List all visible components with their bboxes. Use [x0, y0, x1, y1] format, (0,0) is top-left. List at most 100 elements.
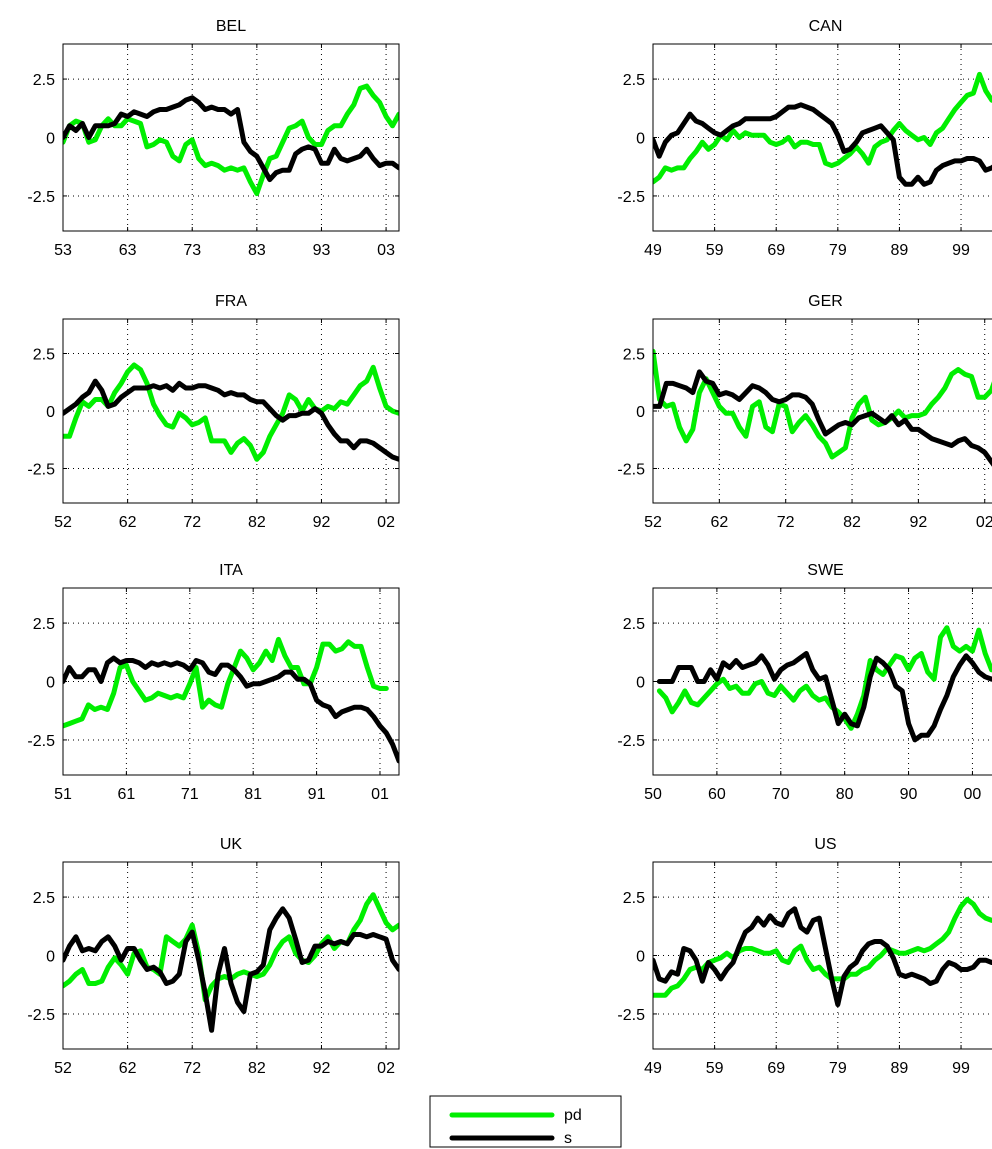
- x-tick-label-ita: 91: [308, 786, 326, 803]
- y-tick-label-us: 2.5: [623, 890, 645, 907]
- panel-can: CAN 49 59 69 79 89 99 2.5 0 -2.5: [617, 18, 992, 259]
- x-tick-label-fra: 72: [183, 514, 201, 531]
- panel-title-uk: UK: [220, 836, 243, 853]
- x-tick-label-bel: 73: [183, 242, 201, 259]
- y-tick-label-can: 2.5: [623, 72, 645, 89]
- panel-title-ita: ITA: [219, 562, 243, 579]
- panel-fra: FRA 52 62 72 82 92 02 2.5 0 -2.5: [27, 293, 400, 531]
- x-tick-label-us: 99: [952, 1060, 970, 1077]
- y-tick-label-can: -2.5: [617, 189, 645, 206]
- x-tick-label-swe: 80: [836, 786, 854, 803]
- x-tick-label-bel: 03: [377, 242, 395, 259]
- panel-uk: UK 52 62 72 82 92 02 2.5 0 -2.5: [27, 836, 400, 1077]
- x-tick-label-ita: 61: [117, 786, 135, 803]
- y-tick-label-fra: -2.5: [27, 462, 55, 479]
- x-tick-label-bel: 53: [54, 242, 72, 259]
- x-tick-label-us: 59: [706, 1060, 724, 1077]
- x-tick-label-uk: 82: [248, 1060, 266, 1077]
- y-tick-label-bel: -2.5: [27, 189, 55, 206]
- x-tick-label-ger: 02: [976, 514, 992, 531]
- series-line-pd-can: [653, 71, 992, 185]
- panel-swe: SWE 50 60 70 80 90 00 2.5 0 -2.5: [617, 562, 992, 803]
- series-line-s-fra: [63, 378, 399, 462]
- x-tick-label-fra: 92: [313, 514, 331, 531]
- x-tick-label-uk: 62: [119, 1060, 137, 1077]
- x-tick-label-bel: 83: [248, 242, 266, 259]
- series-line-pd-swe: [656, 625, 992, 731]
- y-tick-label-ita: 2.5: [33, 616, 55, 633]
- y-tick-label-bel: 2.5: [33, 72, 55, 89]
- chart-panels: BEL 53 63 73 83 93 03 2.5 0 -2.5 CAN 49 59 69 79 89 99 2.…: [27, 18, 992, 1077]
- y-tick-label-swe: 0: [636, 675, 645, 692]
- y-tick-label-ger: -2.5: [617, 462, 645, 479]
- legend-label-s: s: [564, 1130, 572, 1147]
- x-tick-label-us: 79: [829, 1060, 847, 1077]
- series-line-pd-fra: [63, 362, 399, 462]
- panel-ger: GER 52 62 72 82 92 02 2.5 0 -2.5: [617, 293, 992, 531]
- x-tick-label-ger: 82: [843, 514, 861, 531]
- x-tick-label-fra: 62: [119, 514, 137, 531]
- y-tick-label-ita: 0: [46, 675, 55, 692]
- x-tick-label-swe: 60: [708, 786, 726, 803]
- x-tick-label-uk: 52: [54, 1060, 72, 1077]
- x-tick-label-bel: 63: [119, 242, 137, 259]
- y-tick-label-swe: -2.5: [617, 733, 645, 750]
- panel-title-swe: SWE: [807, 562, 843, 579]
- legend: pd s: [429, 1095, 622, 1148]
- panel-title-can: CAN: [809, 18, 843, 35]
- series-line-s-swe: [656, 651, 992, 743]
- panel-bel: BEL 53 63 73 83 93 03 2.5 0 -2.5: [27, 18, 400, 259]
- x-tick-label-fra: 02: [377, 514, 395, 531]
- y-tick-label-us: 0: [636, 949, 645, 966]
- x-tick-label-can: 89: [891, 242, 909, 259]
- y-tick-label-swe: 2.5: [623, 616, 645, 633]
- series-line-s-ita: [63, 655, 399, 764]
- y-tick-label-fra: 0: [46, 404, 55, 421]
- series-line-s-can: [653, 102, 992, 187]
- panel-title-ger: GER: [808, 293, 843, 310]
- x-tick-label-uk: 72: [183, 1060, 201, 1077]
- y-tick-label-can: 0: [636, 131, 645, 148]
- x-tick-label-ita: 01: [371, 786, 389, 803]
- x-tick-label-ita: 81: [244, 786, 262, 803]
- y-tick-label-ger: 0: [636, 404, 645, 421]
- y-tick-label-uk: 2.5: [33, 890, 55, 907]
- x-tick-label-fra: 82: [248, 514, 266, 531]
- y-tick-label-bel: 0: [46, 131, 55, 148]
- x-tick-label-swe: 00: [964, 786, 982, 803]
- x-tick-label-ger: 62: [710, 514, 728, 531]
- series-line-s-us: [653, 906, 992, 1008]
- x-tick-label-can: 99: [952, 242, 970, 259]
- x-tick-label-can: 69: [767, 242, 785, 259]
- y-tick-label-uk: 0: [46, 949, 55, 966]
- y-tick-label-us: -2.5: [617, 1007, 645, 1024]
- series-line-s-bel: [63, 95, 399, 183]
- panel-title-fra: FRA: [215, 293, 247, 310]
- x-tick-label-can: 79: [829, 242, 847, 259]
- y-tick-label-ger: 2.5: [623, 347, 645, 364]
- x-tick-label-swe: 70: [772, 786, 790, 803]
- y-tick-label-ita: -2.5: [27, 733, 55, 750]
- series-line-pd-ita: [63, 636, 389, 729]
- y-tick-label-uk: -2.5: [27, 1007, 55, 1024]
- x-tick-label-swe: 50: [644, 786, 662, 803]
- series-line-pd-ger: [653, 348, 992, 460]
- panel-title-bel: BEL: [216, 18, 246, 35]
- x-tick-label-ger: 52: [644, 514, 662, 531]
- x-tick-label-can: 59: [706, 242, 724, 259]
- x-tick-label-ger: 92: [909, 514, 927, 531]
- series-line-pd-bel: [63, 83, 399, 197]
- x-tick-label-us: 49: [644, 1060, 662, 1077]
- legend-label-pd: pd: [564, 1107, 582, 1124]
- x-tick-label-ger: 72: [777, 514, 795, 531]
- x-tick-label-us: 89: [891, 1060, 909, 1077]
- series-line-s-ger: [653, 369, 992, 467]
- x-tick-label-uk: 92: [313, 1060, 331, 1077]
- x-tick-label-fra: 52: [54, 514, 72, 531]
- x-tick-label-us: 69: [767, 1060, 785, 1077]
- series-line-s-uk: [63, 906, 399, 1033]
- panel-title-us: US: [814, 836, 836, 853]
- y-tick-label-fra: 2.5: [33, 347, 55, 364]
- panel-us: US 49 59 69 79 89 99 2.5 0 -2.5: [617, 836, 992, 1077]
- x-tick-label-bel: 93: [313, 242, 331, 259]
